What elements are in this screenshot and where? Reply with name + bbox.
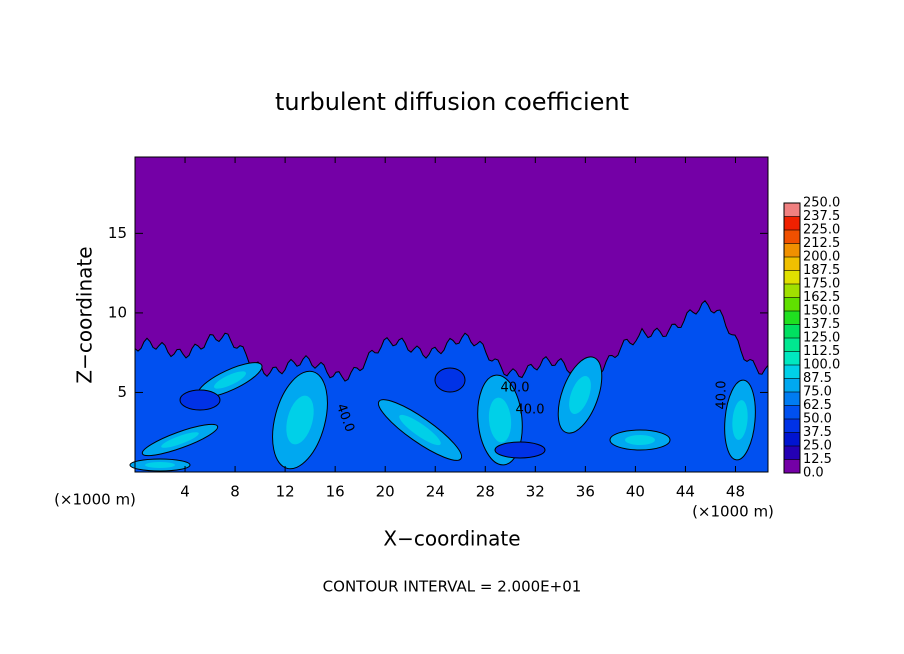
colorbar-label: 200.0 (803, 250, 840, 265)
field (569, 375, 591, 415)
x-unit: (×1000 m) (692, 503, 774, 521)
colorbar-label: 50.0 (803, 412, 832, 427)
field (625, 435, 655, 445)
colorbar-label: 112.5 (803, 344, 840, 359)
y-tick-label: 15 (108, 224, 127, 242)
contour-label: 40.0 (715, 381, 730, 410)
contour-label: 40.0 (501, 381, 530, 396)
colorbar-band (784, 459, 800, 473)
x-tick-label: 12 (276, 483, 295, 501)
x-axis-label: X−coordinate (383, 527, 520, 551)
colorbar-band (784, 311, 800, 325)
x-tick-label: 28 (476, 483, 495, 501)
colorbar-label: 12.5 (803, 452, 832, 467)
colorbar-label: 237.5 (803, 209, 840, 224)
colorbar-label: 125.0 (803, 331, 840, 346)
colorbar-band (784, 297, 800, 311)
colorbar-band (784, 257, 800, 271)
colorbar-band (784, 324, 800, 338)
colorbar-band (784, 351, 800, 365)
colorbar-label: 212.5 (803, 236, 840, 251)
x-tick-label: 36 (576, 483, 595, 501)
x-tick-label: 32 (526, 483, 545, 501)
colorbar-label: 37.5 (803, 425, 832, 440)
colorbar-band (784, 230, 800, 244)
y-axis-label: Z−coordinate (73, 246, 97, 383)
x-tick-label: 16 (326, 483, 345, 501)
colorbar-band (784, 216, 800, 230)
colorbar-label: 175.0 (803, 277, 840, 292)
colorbar-band (784, 446, 800, 460)
field (213, 371, 247, 389)
x-tick-label: 4 (180, 483, 190, 501)
colorbar-label: 87.5 (803, 371, 832, 386)
field (145, 462, 175, 468)
y-tick-label: 5 (117, 383, 127, 401)
field (494, 441, 546, 459)
colorbar-label: 137.5 (803, 317, 840, 332)
colorbar-label: 75.0 (803, 385, 832, 400)
x-tick-label: 44 (676, 483, 695, 501)
colorbar-band (784, 243, 800, 257)
colorbar-band (784, 338, 800, 352)
colorbar-label: 225.0 (803, 223, 840, 238)
chart-title: turbulent diffusion coefficient (275, 88, 629, 116)
field (488, 397, 512, 443)
field (161, 432, 199, 448)
contour-label: 40.0 (516, 403, 545, 418)
colorbar-band (784, 432, 800, 446)
x-tick-label: 40 (626, 483, 645, 501)
colorbar-band (784, 270, 800, 284)
x-tick-label: 20 (376, 483, 395, 501)
colorbar-label: 162.5 (803, 290, 840, 305)
y-tick-label: 10 (108, 303, 127, 321)
colorbar-band (784, 419, 800, 433)
colorbar-band (784, 365, 800, 379)
field (286, 395, 314, 445)
colorbar-label: 25.0 (803, 439, 832, 454)
colorbar-label: 100.0 (803, 358, 840, 373)
colorbar-band (784, 203, 800, 217)
colorbar-band (784, 284, 800, 298)
colorbar-label: 150.0 (803, 304, 840, 319)
colorbar-band (784, 405, 800, 419)
y-unit: (×1000 m) (54, 491, 136, 509)
colorbar-label: 0.0 (803, 466, 824, 481)
field (399, 414, 441, 446)
footer: CONTOUR INTERVAL = 2.000E+01 (323, 578, 582, 596)
x-tick-label: 8 (230, 483, 240, 501)
field (179, 389, 221, 411)
colorbar-label: 187.5 (803, 263, 840, 278)
colorbar-band (784, 378, 800, 392)
x-tick-label: 48 (726, 483, 745, 501)
field (732, 400, 748, 440)
colorbar-label: 62.5 (803, 398, 832, 413)
field (434, 367, 466, 393)
colorbar-band (784, 392, 800, 406)
plot-frame (134, 156, 769, 473)
colorbar-label: 250.0 (803, 196, 840, 211)
x-tick-label: 24 (426, 483, 445, 501)
